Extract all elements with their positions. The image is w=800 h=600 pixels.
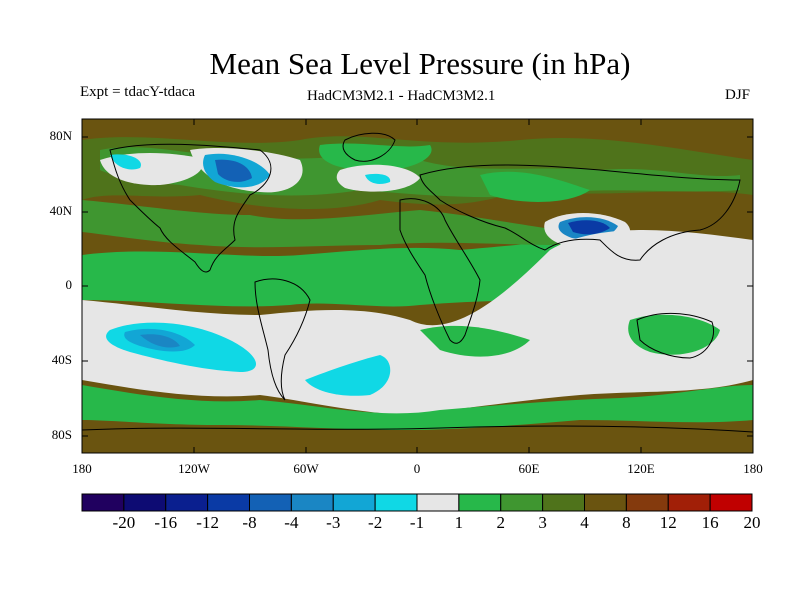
north-atlantic-green [319,143,432,171]
colorbar-level-label: -8 [242,513,257,532]
lat-label-40s: 40S [51,352,72,367]
colorbar-level-label: 3 [538,513,547,532]
colorbar-swatch [584,493,627,512]
colorbar [81,493,753,512]
model-comparison-label: HadCM3M2.1 - HadCM3M2.1 [307,88,496,104]
lon-label-0: 0 [413,461,421,476]
colorbar-swatch [165,493,209,512]
colorbar-swatch [123,493,167,512]
central-asia-green [480,171,590,202]
colorbar-swatch [290,493,334,512]
colorbar-swatch [709,493,753,512]
colorbar-level-label: 20 [743,513,761,532]
colorbar-level-label: -4 [284,513,299,532]
hudson-low-core [215,159,252,182]
map-title: Mean Sea Level Pressure (in hPa) [209,46,631,81]
lat-label-80n: 80N [49,128,72,143]
lon-label-120e: 120E [627,461,655,476]
colorbar-level-label: 4 [580,513,589,532]
south-indian-green [420,325,530,357]
colorbar-swatch [416,493,460,512]
colorbar-level-label: -16 [154,513,178,532]
iceland-low [365,173,391,184]
colorbar-swatch [81,493,125,512]
axis-ticks [82,119,753,453]
colorbar-swatch [667,493,711,512]
tropical-green-band [82,240,600,307]
colorbar-swatch [332,493,376,512]
lat-label-80s: 80S [51,427,72,442]
experiment-label: Expt = tdacY-tdaca [80,84,196,100]
colorbar-swatch [500,493,544,512]
lat-label-40n: 40N [49,203,72,218]
australia-green [628,314,720,355]
colorbar-swatch [374,493,418,512]
colorbar-swatch [207,493,250,512]
lon-label-180e: 180 [743,461,763,476]
lon-label-60e: 60E [518,461,540,476]
colorbar-swatch [542,493,585,512]
colorbar-level-label: -2 [368,513,383,532]
colorbar-level-label: -1 [409,513,425,532]
colorbar-level-label: 1 [454,513,464,532]
lat-label-0: 0 [65,277,73,292]
lon-label-180w: 180 [72,461,92,476]
colorbar-swatch [625,493,669,512]
pressure-field [82,119,753,453]
subtropical-green [82,200,560,248]
colorbar-level-label: -12 [196,513,219,532]
south-atlantic-low [305,355,391,396]
colorbar-level-label: -3 [326,513,341,532]
south-pacific-low-core [140,334,180,348]
colorbar-level-label: 12 [659,513,677,532]
colorbar-level-label: -20 [112,513,136,532]
tibet-low-core [568,220,610,235]
colorbar-swatch [458,493,502,512]
colorbar-level-label: 16 [701,513,719,532]
arctic-low-small [110,154,141,170]
lon-label-120w: 120W [178,461,210,476]
colorbar-level-label: 2 [496,513,506,532]
lon-label-60w: 60W [293,461,319,476]
sh-green-band [82,385,753,430]
colorbar-level-label: 8 [622,513,631,532]
coastlines [82,132,753,433]
colorbar-swatch [249,493,292,512]
season-label: DJF [725,87,751,103]
